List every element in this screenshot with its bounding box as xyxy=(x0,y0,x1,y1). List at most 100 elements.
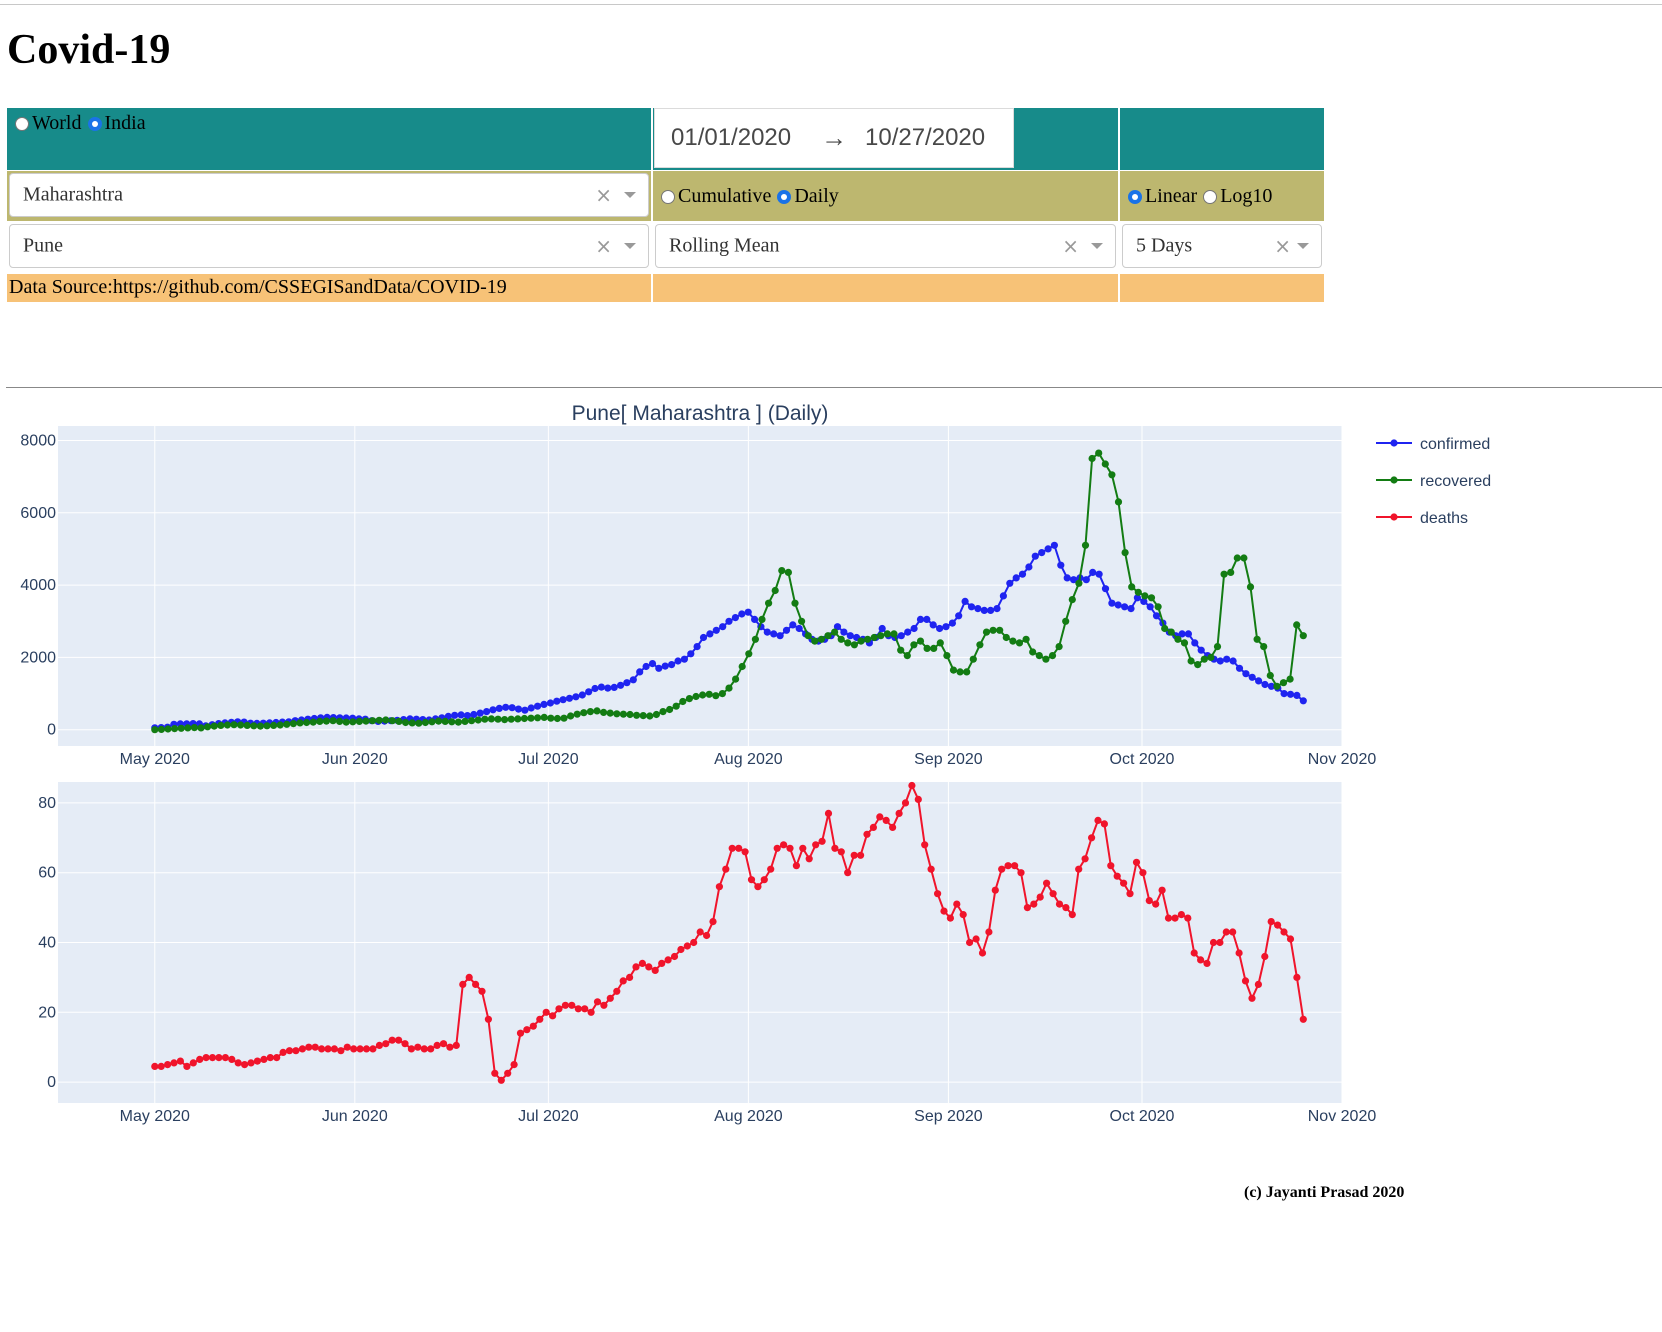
data-point-recovered xyxy=(1022,635,1030,643)
data-point-deaths xyxy=(850,851,858,859)
data-point-confirmed xyxy=(967,603,976,611)
x-tick-label: Oct 2020 xyxy=(1110,751,1175,768)
data-point-recovered xyxy=(586,708,595,716)
data-point-confirmed xyxy=(1267,682,1275,690)
legend-marker-recovered xyxy=(1390,476,1398,484)
chevron-down-icon[interactable] xyxy=(624,192,636,198)
radio-world[interactable] xyxy=(15,116,29,131)
data-point-recovered xyxy=(758,615,766,623)
date-range-picker[interactable]: 01/01/2020 → 10/27/2020 xyxy=(654,108,1014,168)
data-point-confirmed xyxy=(948,619,957,627)
data-point-deaths xyxy=(459,980,467,989)
start-date-input[interactable]: 01/01/2020 xyxy=(671,124,792,151)
y-tick-label: 40 xyxy=(38,935,56,952)
radio-cumulative[interactable] xyxy=(661,189,675,204)
data-point-confirmed xyxy=(1261,680,1269,689)
radio-world-label[interactable]: World xyxy=(32,112,82,134)
data-point-confirmed xyxy=(738,610,746,618)
source-panel-right xyxy=(1120,274,1324,302)
data-point-confirmed xyxy=(463,712,471,720)
legend-label-confirmed[interactable]: confirmed xyxy=(1420,436,1490,453)
y-tick-label: 60 xyxy=(38,865,56,882)
data-point-recovered xyxy=(1108,471,1116,479)
x-tick-label: Aug 2020 xyxy=(714,1108,783,1125)
data-point-deaths xyxy=(170,1059,178,1067)
clear-icon[interactable]: × xyxy=(595,234,612,258)
data-point-confirmed xyxy=(725,617,733,625)
data-point-recovered xyxy=(316,717,324,725)
data-point-recovered xyxy=(817,635,826,643)
legend-label-deaths[interactable]: deaths xyxy=(1420,510,1468,527)
data-point-recovered xyxy=(197,724,205,732)
data-point-confirmed xyxy=(680,655,689,663)
radio-cumulative-label[interactable]: Cumulative xyxy=(678,185,772,207)
data-point-deaths xyxy=(574,1005,582,1013)
data-point-recovered xyxy=(982,628,991,636)
data-point-confirmed xyxy=(1070,576,1078,584)
radio-linear-label[interactable]: Linear xyxy=(1145,185,1198,207)
data-point-recovered xyxy=(593,707,601,715)
data-point-deaths xyxy=(966,938,974,947)
data-point-confirmed xyxy=(470,710,478,719)
data-point-deaths xyxy=(324,1045,332,1053)
data-point-recovered xyxy=(461,717,469,725)
data-point-deaths xyxy=(741,848,749,856)
data-point-recovered xyxy=(1081,541,1090,549)
legend-label-recovered[interactable]: recovered xyxy=(1420,473,1491,490)
y-tick-label: 0 xyxy=(47,722,56,739)
radio-log10-label[interactable]: Log10 xyxy=(1220,185,1273,207)
radio-daily[interactable] xyxy=(777,189,792,204)
data-point-deaths xyxy=(330,1045,338,1053)
data-point-deaths xyxy=(465,973,473,982)
chevron-down-icon[interactable] xyxy=(1297,243,1309,249)
data-point-recovered xyxy=(514,715,522,723)
data-point-deaths xyxy=(221,1054,229,1062)
radio-linear[interactable] xyxy=(1128,189,1142,204)
data-point-confirmed xyxy=(731,614,740,622)
chevron-down-icon[interactable] xyxy=(1091,243,1103,249)
data-point-confirmed xyxy=(527,704,535,712)
data-point-recovered xyxy=(646,712,654,720)
radio-india[interactable] xyxy=(87,116,102,131)
chevron-down-icon[interactable] xyxy=(624,243,636,249)
data-point-confirmed xyxy=(1038,549,1046,557)
data-point-deaths xyxy=(1081,855,1089,863)
data-point-recovered xyxy=(916,637,925,645)
clear-icon[interactable]: × xyxy=(1274,234,1291,258)
data-point-confirmed xyxy=(687,650,695,658)
data-point-recovered xyxy=(930,644,938,652)
window-dropdown[interactable]: 5 Days × xyxy=(1122,224,1322,268)
data-point-recovered xyxy=(329,717,337,725)
clear-icon[interactable]: × xyxy=(1062,234,1079,258)
data-point-recovered xyxy=(844,639,852,647)
data-point-deaths xyxy=(1068,911,1076,919)
data-point-deaths xyxy=(446,1043,454,1051)
data-point-recovered xyxy=(567,712,575,720)
data-point-deaths xyxy=(638,959,647,968)
data-point-recovered xyxy=(580,709,588,717)
clear-icon[interactable]: × xyxy=(595,183,612,207)
data-point-recovered xyxy=(963,668,971,676)
scale-toggle: Linear Log10 xyxy=(1128,185,1278,208)
radio-india-label[interactable]: India xyxy=(104,112,146,134)
data-point-recovered xyxy=(217,721,225,729)
copyright: (c) Jayanti Prasad 2020 xyxy=(1244,1184,1405,1201)
data-point-confirmed xyxy=(1280,690,1288,698)
radio-daily-label[interactable]: Daily xyxy=(794,185,839,207)
x-tick-label: Sep 2020 xyxy=(914,1108,983,1125)
end-date-input[interactable]: 10/27/2020 xyxy=(865,124,986,151)
data-point-recovered xyxy=(573,710,581,718)
data-point-confirmed xyxy=(495,704,503,712)
data-point-confirmed xyxy=(770,630,778,638)
data-point-deaths xyxy=(164,1061,172,1069)
smoothing-dropdown[interactable]: Rolling Mean × xyxy=(655,224,1116,268)
data-point-deaths xyxy=(401,1040,409,1048)
radio-log10[interactable] xyxy=(1203,189,1218,204)
state-dropdown[interactable]: Maharashtra × xyxy=(9,173,649,217)
data-point-recovered xyxy=(395,717,403,725)
data-point-confirmed xyxy=(629,676,637,684)
data-point-deaths xyxy=(536,1015,544,1023)
district-dropdown[interactable]: Pune × xyxy=(9,224,649,268)
data-point-deaths xyxy=(959,911,967,919)
data-point-deaths xyxy=(895,809,903,817)
